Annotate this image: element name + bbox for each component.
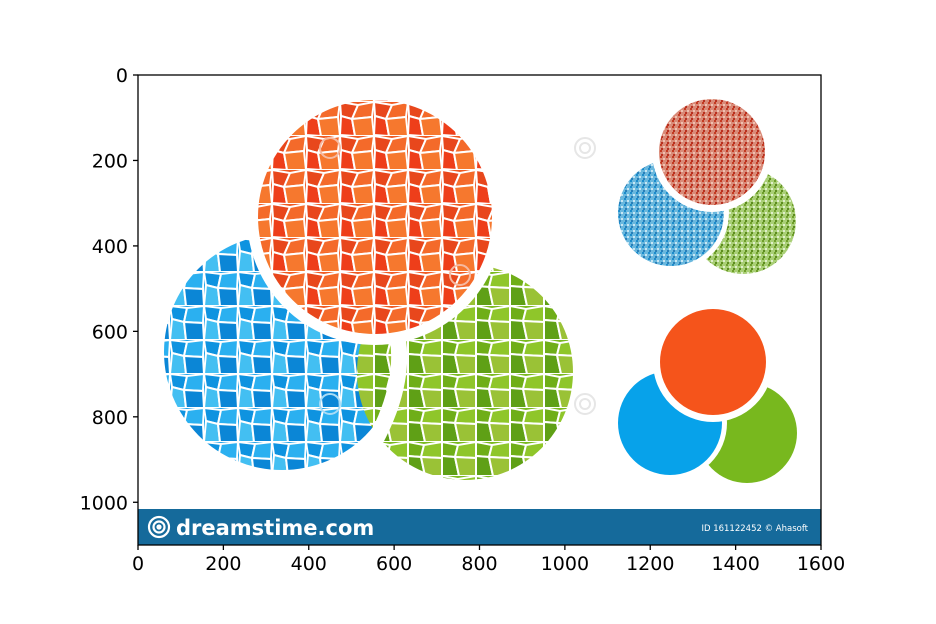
x-tick-label: 1000: [541, 553, 589, 575]
x-tick-label: 1600: [797, 553, 845, 575]
x-tick-label: 800: [461, 553, 497, 575]
speckled-circles-group: [613, 92, 796, 274]
solid-circles-group: [613, 302, 797, 483]
large-orange-mosaic-circle: [258, 100, 492, 334]
banner-brand: dreamstime.com: [176, 516, 374, 540]
dreamstime-banner: dreamstime.com ID 161122452 © Ahasoft: [138, 509, 821, 545]
x-tick-label: 1200: [626, 553, 674, 575]
x-tick-label: 400: [291, 553, 327, 575]
banner-background: [138, 509, 821, 545]
speckled-red-circle: [659, 99, 765, 205]
banner-id-text: ID 161122452 © Ahasoft: [701, 524, 808, 534]
y-tick-label: 0: [116, 65, 128, 87]
x-tick-label: 600: [376, 553, 412, 575]
y-tick-label: 200: [92, 150, 128, 172]
x-axis: 0 200 400 600 800 1000 1200 1400 1600: [132, 545, 845, 575]
solid-orange-circle: [660, 309, 766, 415]
gap-blue-green: [363, 338, 408, 455]
y-tick-label: 400: [92, 236, 128, 258]
x-tick-label: 200: [205, 553, 241, 575]
watermark-spirals: [319, 137, 596, 415]
x-tick-label: 0: [132, 553, 144, 575]
x-tick-label: 1400: [711, 553, 759, 575]
y-tick-label: 600: [92, 321, 128, 343]
dreamstime-logo-icon: [147, 515, 171, 539]
y-tick-label: 800: [92, 407, 128, 429]
image-content: dreamstime.com ID 161122452 © Ahasoft: [138, 75, 821, 545]
y-axis: 0 200 400 600 800 1000: [80, 65, 138, 514]
y-tick-label: 1000: [80, 492, 128, 514]
